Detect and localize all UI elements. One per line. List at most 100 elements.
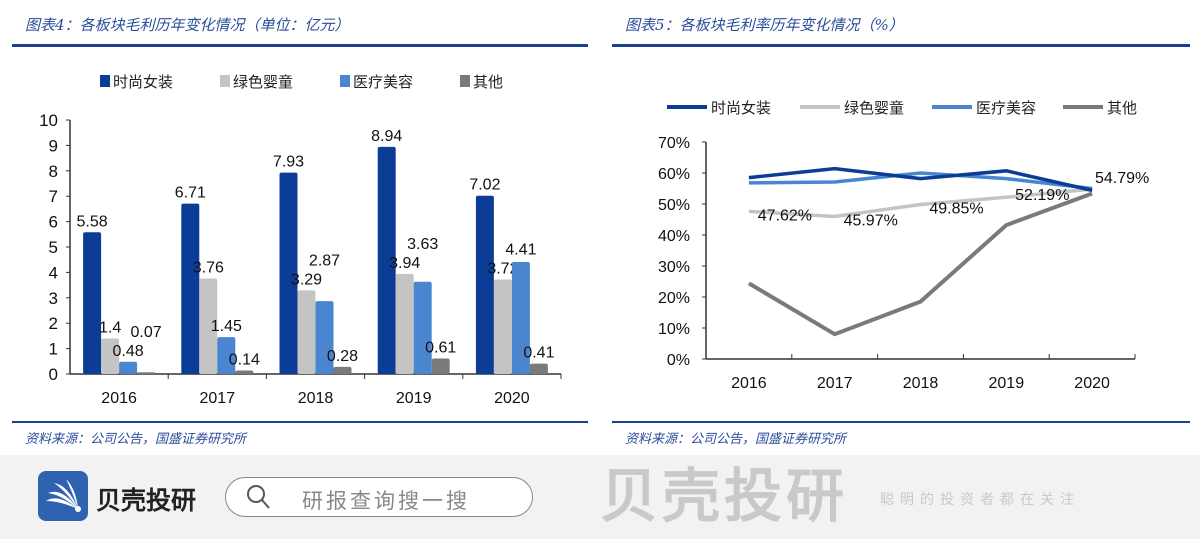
title-rule-left — [12, 44, 588, 47]
bar-2016-0 — [83, 232, 102, 374]
data-label: 49.85% — [929, 200, 983, 217]
legend-label-3: 其他 — [1107, 99, 1137, 117]
y-tick-label: 60% — [658, 166, 690, 183]
data-label: 0.28 — [327, 348, 358, 365]
x-tick-label: 2017 — [200, 390, 236, 407]
data-label: 45.97% — [844, 212, 898, 229]
series-line-2 — [748, 171, 1093, 191]
bar-2018-1 — [297, 290, 316, 374]
y-tick-label: 40% — [658, 228, 690, 245]
data-label: 1.4 — [99, 319, 121, 336]
watermark-brand: 贝壳投研 — [600, 462, 849, 530]
legend-label-3: 其他 — [473, 73, 503, 91]
watermark-slogan: 聪明的投资者都在关注 — [880, 492, 1080, 508]
data-label: 2.87 — [309, 252, 340, 269]
data-label: 3.29 — [291, 271, 322, 288]
bar-2017-3 — [235, 370, 254, 374]
data-label: 0.41 — [523, 345, 554, 362]
bar-2019-0 — [377, 146, 396, 374]
legend-swatch-1 — [220, 75, 230, 87]
y-tick-label: 70% — [658, 135, 690, 152]
data-label: 0.07 — [131, 324, 162, 341]
search-placeholder: 研报查询搜一搜 — [302, 489, 470, 513]
y-tick-label: 50% — [658, 197, 690, 214]
legend-label-1: 绿色婴童 — [844, 99, 904, 117]
data-label: 7.93 — [273, 154, 304, 171]
bar-2017-1 — [199, 278, 218, 374]
series-line-3 — [747, 191, 1093, 337]
bar-2020-2 — [511, 261, 530, 374]
x-tick-label: 2019 — [396, 390, 432, 407]
shell-logo-icon — [38, 471, 88, 521]
x-tick-label: 2020 — [1074, 375, 1110, 392]
data-label: 0.48 — [113, 343, 144, 360]
data-label: 3.76 — [193, 259, 224, 276]
data-label: 5.58 — [77, 213, 108, 230]
data-label: 0.14 — [229, 351, 260, 368]
x-tick-label: 2020 — [494, 390, 530, 407]
y-tick-label: 8 — [49, 162, 58, 181]
data-label: 47.62% — [758, 207, 812, 224]
search-icon — [247, 485, 270, 509]
y-tick-label: 3 — [49, 289, 58, 308]
series-line-0 — [748, 166, 1093, 193]
bar-2020-3 — [529, 363, 548, 374]
x-tick-label: 2016 — [101, 390, 137, 407]
bottom-bar: 贝壳投研 研报查询搜一搜 贝壳投研 聪明的投资者都在关注 — [0, 455, 1200, 539]
charts-canvas: 0 1 2 3 4 5 6 7 8 9 10 2016 5.58 1.4 0.48 0.07 2017 6.71 3… — [39, 73, 1149, 407]
y-tick-label: 4 — [49, 263, 58, 282]
data-label: 3.63 — [407, 236, 438, 253]
data-label: 4.41 — [505, 242, 536, 259]
y-tick-label: 10% — [658, 321, 690, 338]
legend-swatch-2 — [340, 75, 350, 87]
legend-swatch-3 — [460, 75, 470, 87]
bar-2017-2 — [217, 337, 236, 374]
y-tick-label: 2 — [49, 314, 58, 333]
legend-label-2: 医疗美容 — [976, 99, 1036, 117]
source-rule-left — [12, 421, 588, 423]
left-chart-title: 图表4：各板块毛利历年变化情况（单位：亿元） — [25, 16, 350, 34]
bar-2018-3 — [333, 366, 352, 374]
x-tick-label: 2019 — [989, 375, 1025, 392]
x-tick-label: 2017 — [817, 375, 853, 392]
legend-label-2: 医疗美容 — [353, 73, 413, 91]
series-line-1 — [748, 187, 1093, 219]
y-tick-label: 30% — [658, 259, 690, 276]
y-tick-label: 1 — [49, 340, 58, 359]
legend-label-1: 绿色婴童 — [233, 73, 293, 91]
source-rule-right — [612, 421, 1190, 423]
data-label: 0.61 — [425, 340, 456, 357]
bar-2016-2 — [119, 361, 138, 374]
bar-2016-1 — [101, 338, 120, 374]
title-rule-right — [612, 44, 1190, 47]
data-label: 3.94 — [389, 255, 420, 272]
legend-label-0: 时尚女装 — [113, 73, 173, 91]
bar-2020-1 — [493, 279, 512, 374]
bar-2019-1 — [395, 273, 414, 374]
bar-2018-0 — [279, 172, 298, 374]
x-tick-label: 2018 — [298, 390, 334, 407]
bar-2019-3 — [431, 358, 450, 374]
bar-2019-2 — [413, 281, 432, 374]
data-label: 52.19% — [1015, 187, 1069, 204]
legend-label-0: 时尚女装 — [711, 99, 771, 117]
y-tick-label: 0% — [667, 352, 690, 369]
source-note-right: 资料来源：公司公告，国盛证券研究所 — [625, 432, 847, 447]
data-label: 1.45 — [211, 318, 242, 335]
y-tick-label: 10 — [39, 111, 58, 130]
legend-swatch-0 — [100, 75, 110, 87]
source-note-left: 资料来源：公司公告，国盛证券研究所 — [25, 432, 247, 447]
y-tick-label: 9 — [49, 136, 58, 155]
brand-name: 贝壳投研 — [96, 486, 197, 515]
x-tick-label: 2016 — [731, 375, 767, 392]
data-label: 7.02 — [469, 177, 500, 194]
data-label: 54.79% — [1095, 170, 1149, 187]
data-label: 6.71 — [175, 185, 206, 202]
y-tick-label: 5 — [49, 238, 58, 257]
search-input[interactable]: 研报查询搜一搜 — [225, 477, 533, 517]
right-chart-title: 图表5：各板块毛利率历年变化情况（%） — [625, 16, 904, 34]
bar-2016-3 — [137, 372, 156, 374]
bar-2020-0 — [475, 195, 494, 374]
y-tick-label: 6 — [49, 213, 58, 232]
y-tick-label: 0 — [49, 365, 58, 384]
